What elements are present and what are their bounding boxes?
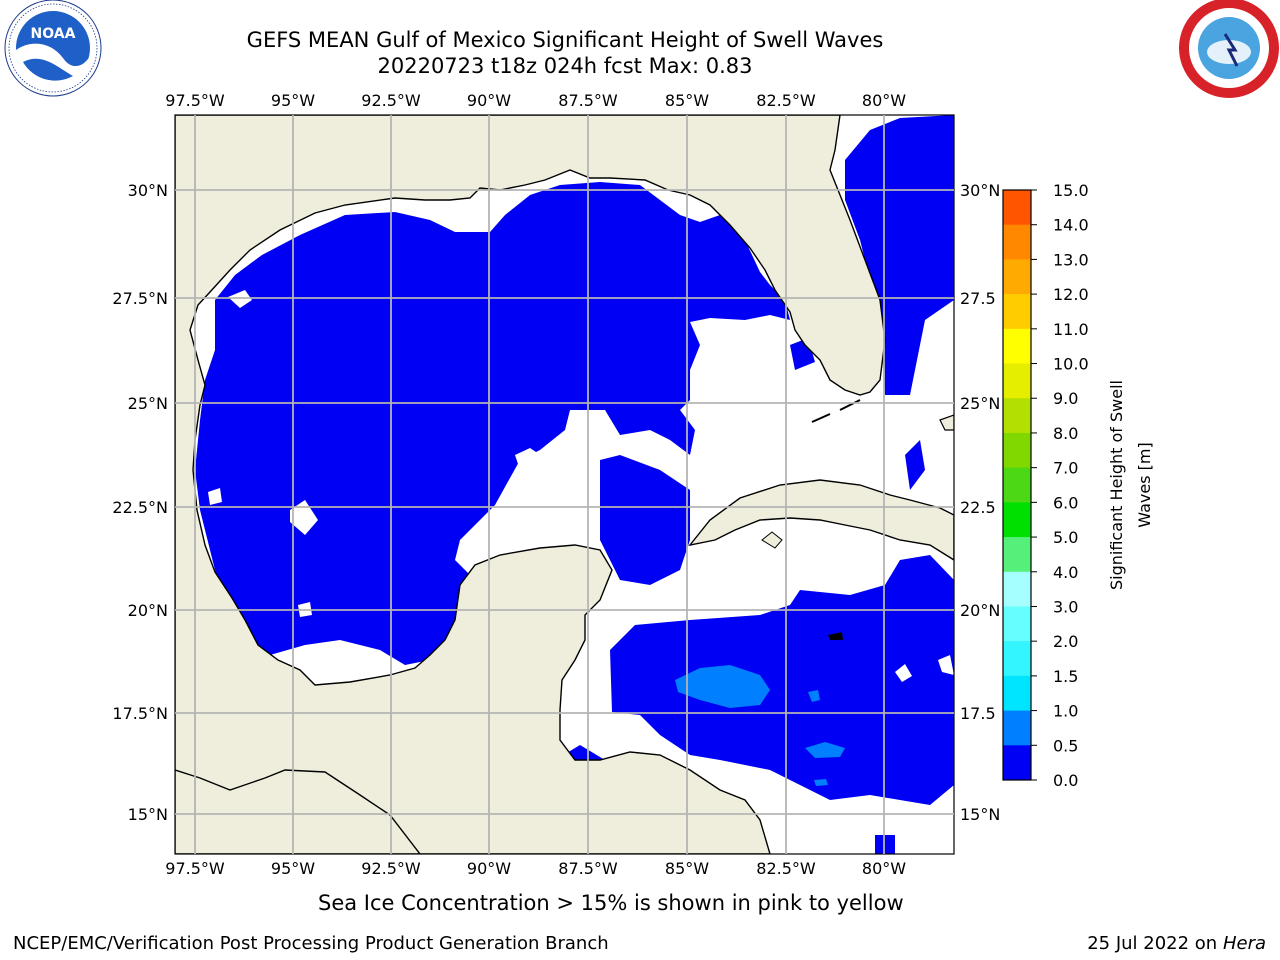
lon-tick-label-top: 87.5°W — [558, 91, 618, 110]
lon-tick-label-bottom: 90°W — [467, 859, 511, 878]
lat-tick-label-left: 22.5°N — [112, 498, 168, 517]
chart-title: GEFS MEAN Gulf of Mexico Significant Hei… — [246, 28, 884, 52]
lat-tick-label-left: 27.5°N — [112, 289, 168, 308]
land-hispaniola — [939, 414, 954, 431]
colorbar-tick-label: 13.0 — [1053, 250, 1089, 269]
colorbar-tick-label: 8.0 — [1053, 424, 1078, 443]
lat-tick-label-right: 30°N — [960, 181, 1000, 200]
colorbar-tick-label: 9.0 — [1053, 389, 1078, 408]
colorbar-segment — [1003, 328, 1031, 365]
lon-tick-label-bottom: 85°W — [665, 859, 709, 878]
colorbar-tick-label: 11.0 — [1053, 320, 1089, 339]
swell-area-gulf — [195, 182, 790, 665]
colorbar-segment — [1003, 259, 1031, 295]
colorbar-frame — [1002, 189, 1032, 781]
colorbar-segment — [1003, 502, 1031, 538]
colorbar-tick-label: 10.0 — [1053, 355, 1089, 374]
lon-tick-label-bottom: 92.5°W — [361, 859, 421, 878]
lon-tick-label-top: 97.5°W — [165, 91, 225, 110]
run-date: 25 Jul 2022 on Hera — [1087, 933, 1266, 954]
colorbar-segment — [1003, 641, 1031, 677]
colorbar-segment — [1003, 398, 1031, 434]
lat-tick-label-left: 17.5°N — [112, 704, 168, 723]
lat-tick-label-right: 27.5 — [960, 289, 996, 308]
colorbar-tick-label: 0.0 — [1053, 771, 1078, 790]
colorbar-tick-label: 5.0 — [1053, 528, 1078, 547]
colorbar-tick-label: 0.5 — [1053, 736, 1078, 755]
lon-tick-label-top: 90°W — [467, 91, 511, 110]
run-date-text: 25 Jul 2022 on — [1087, 933, 1223, 954]
colorbar-tick-label: 15.0 — [1053, 181, 1089, 200]
colorbar-segment — [1003, 432, 1031, 469]
colorbar-tick-label: 6.0 — [1053, 493, 1078, 512]
lon-tick-label-bottom: 87.5°W — [558, 859, 618, 878]
lon-tick-label-top: 92.5°W — [361, 91, 421, 110]
chart-subtitle: 20220723 t18z 024h fcst Max: 0.83 — [377, 54, 753, 78]
land-cuba — [688, 479, 954, 561]
colorbar-segment — [1003, 224, 1031, 260]
lat-tick-label-right: 25°N — [960, 394, 1000, 413]
credit-text: NCEP/EMC/Verification Post Processing Pr… — [13, 933, 609, 954]
lat-tick-label-left: 15°N — [128, 805, 168, 824]
colorbar-segment — [1003, 190, 1031, 226]
lon-tick-label-top: 85°W — [665, 91, 709, 110]
colorbar-tick-label: 4.0 — [1053, 563, 1078, 582]
lat-tick-label-right: 17.5 — [960, 704, 996, 723]
colorbar-segment — [1003, 745, 1031, 781]
lat-tick-label-right: 22.5 — [960, 498, 996, 517]
colorbar-tick-label: 7.0 — [1053, 459, 1078, 478]
lat-tick-label-left: 25°N — [128, 394, 168, 413]
land-us-gulf-coast — [175, 115, 886, 854]
swell-area-0.5-1.0 — [675, 665, 770, 708]
colorbar-segment — [1003, 710, 1031, 746]
colorbar-tick-label: 3.0 — [1053, 597, 1078, 616]
lon-tick-label-bottom: 95°W — [271, 859, 315, 878]
host-name: Hera — [1222, 933, 1266, 954]
colorbar-segment — [1003, 606, 1031, 642]
lon-tick-label-top: 95°W — [271, 91, 315, 110]
lat-tick-label-left: 30°N — [128, 181, 168, 200]
colorbar-tick-label: 14.0 — [1053, 216, 1089, 235]
colorbar-tick-label: 1.0 — [1053, 702, 1078, 721]
lon-tick-label-bottom: 80°W — [862, 859, 906, 878]
colorbar-segment — [1003, 467, 1031, 503]
lon-tick-label-top: 80°W — [862, 91, 906, 110]
lon-tick-label-bottom: 97.5°W — [165, 859, 225, 878]
lat-tick-label-left: 20°N — [128, 601, 168, 620]
sea-ice-note: Sea Ice Concentration > 15% is shown in … — [318, 891, 904, 915]
lon-tick-label-bottom: 82.5°W — [756, 859, 816, 878]
colorbar-tick-label: 2.0 — [1053, 632, 1078, 651]
colorbar-segment — [1003, 294, 1031, 330]
colorbar-tick-label: 1.5 — [1053, 667, 1078, 686]
colorbar-segment — [1003, 537, 1031, 573]
lat-tick-label-right: 20°N — [960, 601, 1000, 620]
colorbar-tick-label: 12.0 — [1053, 285, 1089, 304]
lat-tick-label-right: 15°N — [960, 805, 1000, 824]
colorbar-segment — [1003, 675, 1031, 712]
lon-tick-label-top: 82.5°W — [756, 91, 816, 110]
colorbar-segment — [1003, 571, 1031, 607]
colorbar-segment — [1003, 363, 1031, 399]
